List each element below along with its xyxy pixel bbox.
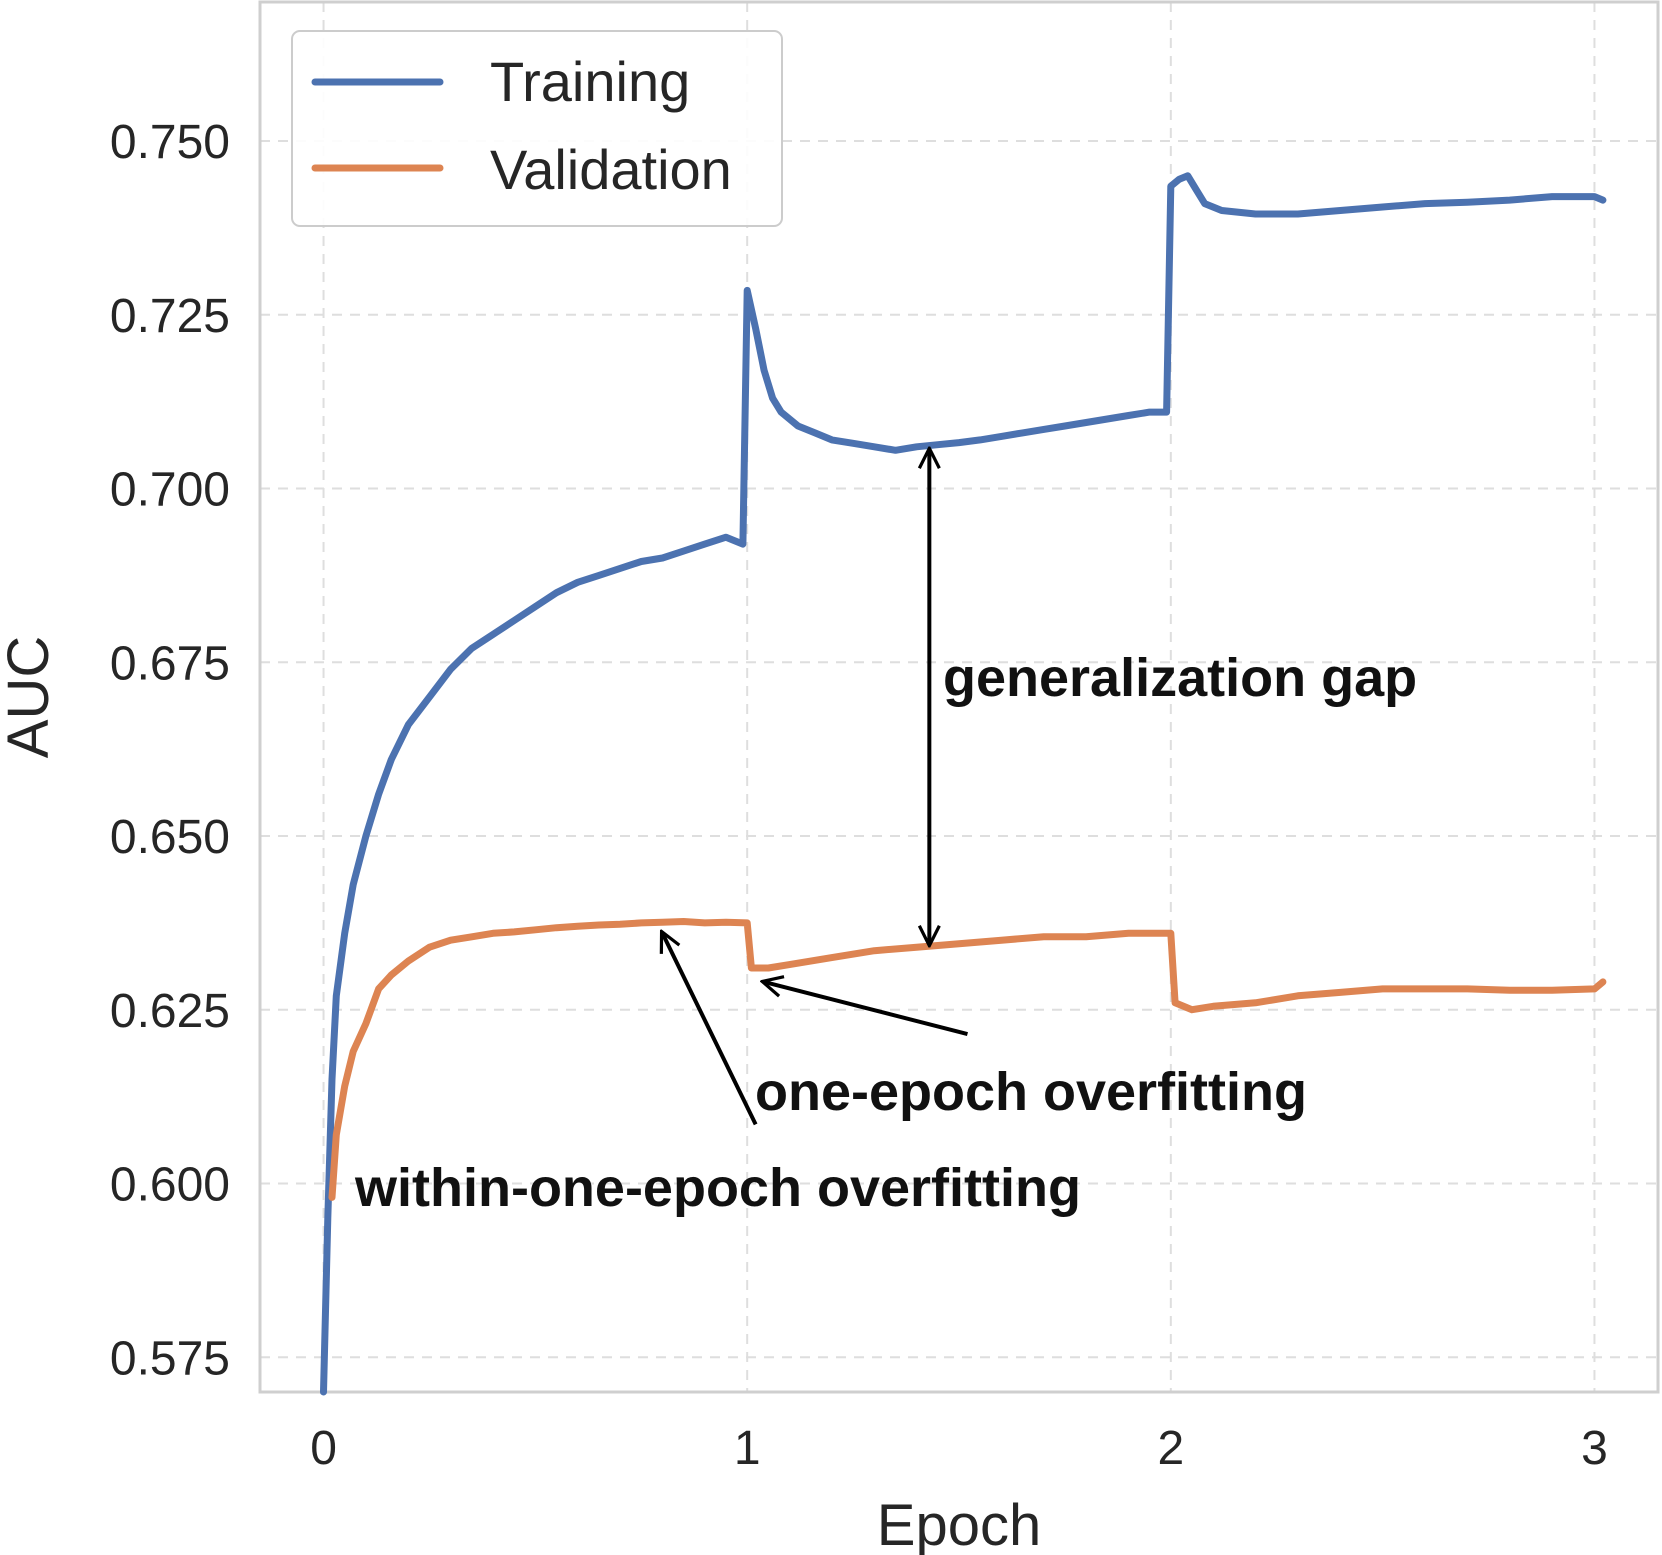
plot-frame [258,0,1660,1394]
x-tick-label: 1 [734,1422,761,1475]
x-axis-ticks: 0 1 2 3 [310,1422,1608,1475]
y-axis-ticks: 0.575 0.600 0.625 0.650 0.675 0.700 0.725 0.750 [110,116,230,1385]
y-tick-label: 0.700 [110,464,230,517]
y-tick-label: 0.750 [110,116,230,169]
legend: Training Validation [291,30,783,227]
y-tick-label: 0.600 [110,1159,230,1212]
series-line-training [320,172,1607,1396]
one-epoch-overfitting-arrow [764,982,968,1037]
legend-label-validation: Validation [490,138,732,201]
x-tick-label: 3 [1581,1422,1608,1475]
within-one-epoch-overfitting-arrow [662,933,758,1126]
y-axis-title: AUC [0,636,61,758]
generalization-gap-label: generalization gap [943,648,1417,708]
x-tick-label: 0 [310,1422,337,1475]
annotations: generalization gap one-epoch overfitting… [354,450,1417,1218]
grid [260,2,1658,1392]
series-line-validation [328,918,1607,1201]
y-tick-label: 0.625 [110,985,230,1038]
series-lines [320,172,1607,1396]
y-tick-label: 0.575 [110,1332,230,1385]
one-epoch-overfitting-label: one-epoch overfitting [755,1062,1307,1122]
y-tick-label: 0.650 [110,811,230,864]
y-tick-label: 0.725 [110,290,230,343]
x-tick-label: 2 [1157,1422,1184,1475]
within-one-epoch-overfitting-label: within-one-epoch overfitting [354,1158,1081,1218]
y-tick-label: 0.675 [110,637,230,690]
x-axis-title: Epoch [877,1493,1041,1555]
legend-label-training: Training [490,50,690,113]
